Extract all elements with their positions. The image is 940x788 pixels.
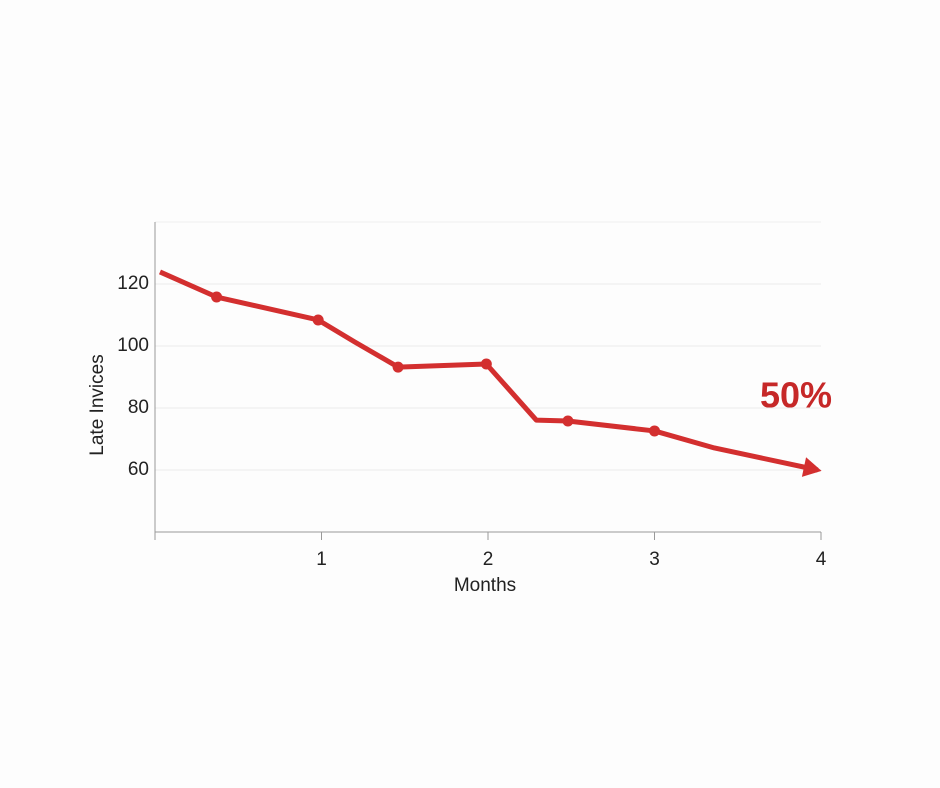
- x-axis-label: Months: [454, 575, 516, 596]
- y-tick-label: 120: [117, 273, 149, 294]
- x-tick-label: 2: [483, 549, 494, 570]
- x-tick-label: 3: [649, 549, 660, 570]
- data-point: [312, 314, 324, 326]
- x-tick-label: 4: [816, 549, 827, 570]
- data-point: [480, 358, 492, 370]
- y-tick-label: 100: [117, 335, 149, 356]
- x-tick-label: 1: [316, 549, 327, 570]
- annotation: 50%: [760, 375, 832, 416]
- arrow-head: [801, 457, 822, 477]
- y-tick-label: 80: [128, 397, 149, 418]
- data-point: [649, 425, 660, 437]
- data-point: [562, 415, 574, 427]
- y-axis-label: Late Invices: [87, 354, 108, 455]
- y-tick-label: 60: [128, 459, 149, 480]
- data-point: [211, 291, 223, 303]
- data-point: [392, 361, 404, 373]
- data-line: [158, 269, 819, 473]
